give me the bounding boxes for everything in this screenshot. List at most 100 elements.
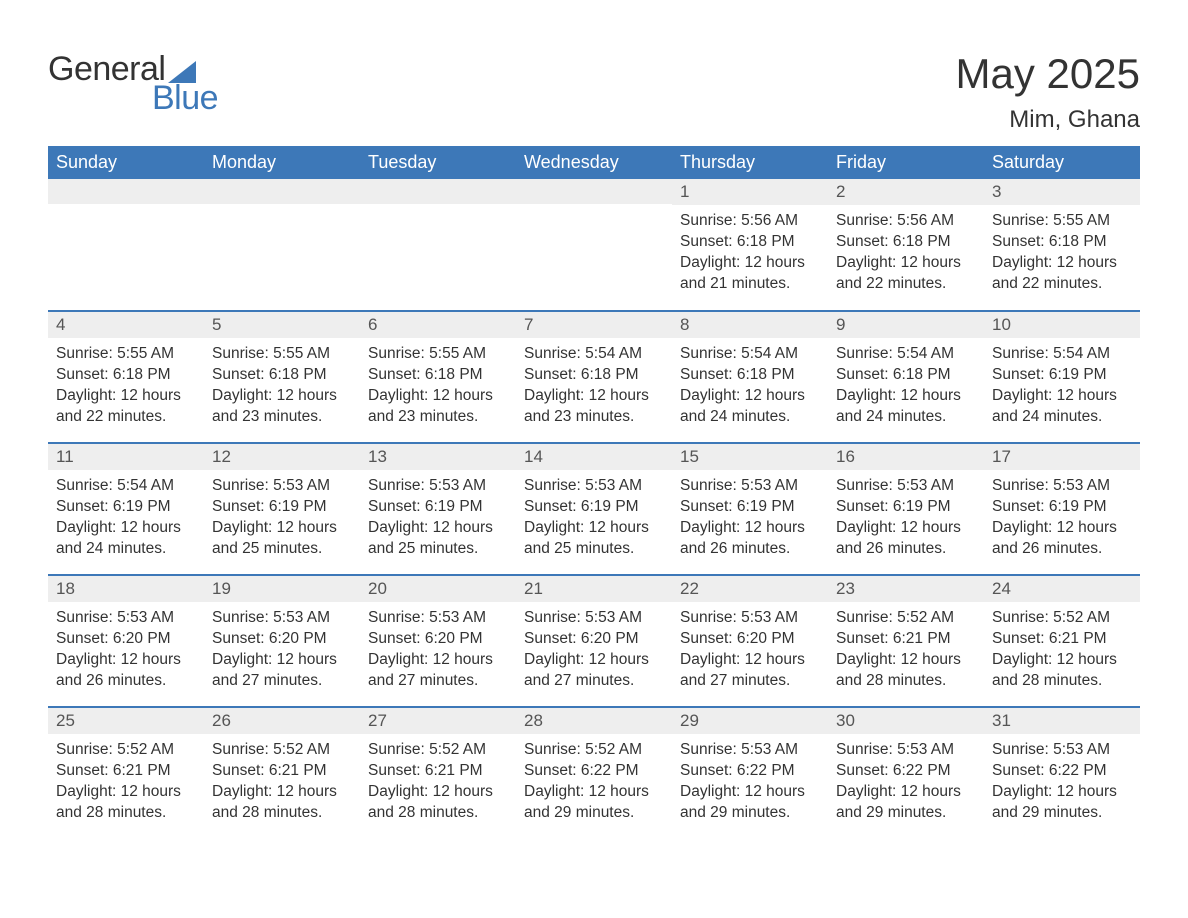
- day-content: Sunrise: 5:55 AMSunset: 6:18 PMDaylight:…: [984, 205, 1140, 299]
- day-sunrise: Sunrise: 5:52 AM: [212, 740, 352, 761]
- day-sunrise: Sunrise: 5:54 AM: [56, 476, 196, 497]
- logo: General Blue: [48, 50, 218, 118]
- day-sunset: Sunset: 6:20 PM: [212, 629, 352, 650]
- day-content: Sunrise: 5:53 AMSunset: 6:22 PMDaylight:…: [984, 734, 1140, 828]
- day-content: Sunrise: 5:54 AMSunset: 6:18 PMDaylight:…: [828, 338, 984, 432]
- day-sunrise: Sunrise: 5:55 AM: [56, 344, 196, 365]
- day-number: 14: [516, 444, 672, 470]
- day-number: 18: [48, 576, 204, 602]
- day-daylight2: and 24 minutes.: [836, 407, 976, 428]
- day-content: Sunrise: 5:53 AMSunset: 6:20 PMDaylight:…: [204, 602, 360, 696]
- calendar-cell: 2Sunrise: 5:56 AMSunset: 6:18 PMDaylight…: [828, 179, 984, 311]
- day-daylight2: and 28 minutes.: [992, 671, 1132, 692]
- day-content: Sunrise: 5:53 AMSunset: 6:20 PMDaylight:…: [516, 602, 672, 696]
- day-daylight1: Daylight: 12 hours: [680, 253, 820, 274]
- logo-text-general: General: [48, 50, 165, 89]
- day-sunset: Sunset: 6:21 PM: [212, 761, 352, 782]
- day-number: 23: [828, 576, 984, 602]
- day-sunset: Sunset: 6:19 PM: [368, 497, 508, 518]
- day-daylight1: Daylight: 12 hours: [836, 518, 976, 539]
- day-number: 24: [984, 576, 1140, 602]
- day-daylight1: Daylight: 12 hours: [212, 782, 352, 803]
- day-number: 2: [828, 179, 984, 205]
- day-sunset: Sunset: 6:19 PM: [680, 497, 820, 518]
- day-sunset: Sunset: 6:22 PM: [836, 761, 976, 782]
- day-content: Sunrise: 5:53 AMSunset: 6:20 PMDaylight:…: [672, 602, 828, 696]
- calendar-week-row: 11 Sunrise: 5:54 AM Sunset: 6:19 PM Dayligh…: [48, 443, 1140, 575]
- day-sunset: Sunset: 6:20 PM: [680, 629, 820, 650]
- calendar-cell: 24Sunrise: 5:52 AMSunset: 6:21 PMDayligh…: [984, 575, 1140, 707]
- day-number: 30: [828, 708, 984, 734]
- day-sunset: Sunset: 6:18 PM: [368, 365, 508, 386]
- day-sunset: Sunset: 6:18 PM: [836, 232, 976, 253]
- day-sunrise: Sunrise: 5:52 AM: [368, 740, 508, 761]
- calendar-body: 1Sunrise: 5:56 AMSunset: 6:18 PMDaylight…: [48, 179, 1140, 839]
- day-content: Sunrise: 5:53 AMSunset: 6:22 PMDaylight:…: [672, 734, 828, 828]
- day-number: 8: [672, 312, 828, 338]
- weekday-header: Monday: [204, 146, 360, 179]
- day-content: Sunrise: 5:52 AMSunset: 6:21 PMDaylight:…: [984, 602, 1140, 696]
- day-sunset: Sunset: 6:22 PM: [992, 761, 1132, 782]
- day-number: 13: [360, 444, 516, 470]
- day-daylight1: Daylight: 12 hours: [836, 782, 976, 803]
- weekday-header: Tuesday: [360, 146, 516, 179]
- calendar-week-row: 4Sunrise: 5:55 AMSunset: 6:18 PMDaylight…: [48, 311, 1140, 443]
- calendar-cell: 10Sunrise: 5:54 AMSunset: 6:19 PMDayligh…: [984, 311, 1140, 443]
- day-number: 4: [48, 312, 204, 338]
- day-daylight2: and 24 minutes.: [680, 407, 820, 428]
- day-sunrise: Sunrise: 5:53 AM: [680, 740, 820, 761]
- day-number: 19: [204, 576, 360, 602]
- day-content: Sunrise: 5:53 AMSunset: 6:19 PMDaylight:…: [984, 470, 1140, 564]
- day-sunrise: Sunrise: 5:53 AM: [992, 740, 1132, 761]
- day-daylight1: Daylight: 12 hours: [992, 782, 1132, 803]
- day-daylight2: and 29 minutes.: [524, 803, 664, 824]
- day-sunrise: Sunrise: 5:53 AM: [836, 740, 976, 761]
- day-sunset: Sunset: 6:18 PM: [524, 365, 664, 386]
- day-daylight2: and 24 minutes.: [992, 407, 1132, 428]
- day-sunset: Sunset: 6:20 PM: [56, 629, 196, 650]
- day-daylight2: and 26 minutes.: [992, 539, 1132, 560]
- day-number: 7: [516, 312, 672, 338]
- calendar-cell: 18Sunrise: 5:53 AMSunset: 6:20 PMDayligh…: [48, 575, 204, 707]
- day-sunrise: Sunrise: 5:53 AM: [836, 476, 976, 497]
- day-content: Sunrise: 5:52 AMSunset: 6:21 PMDaylight:…: [360, 734, 516, 828]
- day-sunrise: Sunrise: 5:53 AM: [212, 476, 352, 497]
- empty-day-bar: [204, 179, 360, 204]
- day-daylight2: and 24 minutes.: [56, 539, 196, 560]
- day-number: 20: [360, 576, 516, 602]
- day-daylight1: Daylight: 12 hours: [56, 650, 196, 671]
- calendar-cell: 8Sunrise: 5:54 AMSunset: 6:18 PMDaylight…: [672, 311, 828, 443]
- day-daylight2: and 29 minutes.: [836, 803, 976, 824]
- day-content: Sunrise: 5:53 AMSunset: 6:19 PMDaylight:…: [360, 470, 516, 564]
- calendar-cell: 19Sunrise: 5:53 AMSunset: 6:20 PMDayligh…: [204, 575, 360, 707]
- day-sunrise: Sunrise: 5:53 AM: [368, 476, 508, 497]
- calendar-cell: 9Sunrise: 5:54 AMSunset: 6:18 PMDaylight…: [828, 311, 984, 443]
- calendar-cell: 28Sunrise: 5:52 AMSunset: 6:22 PMDayligh…: [516, 707, 672, 839]
- empty-day-bar: [516, 179, 672, 204]
- day-daylight2: and 28 minutes.: [56, 803, 196, 824]
- weekday-header: Wednesday: [516, 146, 672, 179]
- day-number: 5: [204, 312, 360, 338]
- day-sunrise: Sunrise: 5:54 AM: [524, 344, 664, 365]
- calendar-cell: [204, 179, 360, 311]
- weekday-header: Sunday: [48, 146, 204, 179]
- day-content: Sunrise: 5:54 AMSunset: 6:18 PMDaylight:…: [672, 338, 828, 432]
- day-content: Sunrise: 5:53 AMSunset: 6:19 PMDaylight:…: [516, 470, 672, 564]
- calendar-cell: [48, 179, 204, 311]
- day-daylight1: Daylight: 12 hours: [56, 782, 196, 803]
- day-number: 6: [360, 312, 516, 338]
- calendar-cell: 22Sunrise: 5:53 AMSunset: 6:20 PMDayligh…: [672, 575, 828, 707]
- day-sunrise: Sunrise: 5:54 AM: [836, 344, 976, 365]
- day-number: 11: [48, 444, 204, 470]
- day-number: 25: [48, 708, 204, 734]
- day-daylight2: and 27 minutes.: [680, 671, 820, 692]
- day-sunset: Sunset: 6:19 PM: [524, 497, 664, 518]
- day-number: 3: [984, 179, 1140, 205]
- day-sunset: Sunset: 6:21 PM: [368, 761, 508, 782]
- calendar-cell: 7Sunrise: 5:54 AMSunset: 6:18 PMDaylight…: [516, 311, 672, 443]
- day-number: 15: [672, 444, 828, 470]
- day-sunrise: Sunrise: 5:52 AM: [836, 608, 976, 629]
- day-sunset: Sunset: 6:18 PM: [680, 365, 820, 386]
- weekday-header: Saturday: [984, 146, 1140, 179]
- logo-text-blue: Blue: [152, 79, 218, 118]
